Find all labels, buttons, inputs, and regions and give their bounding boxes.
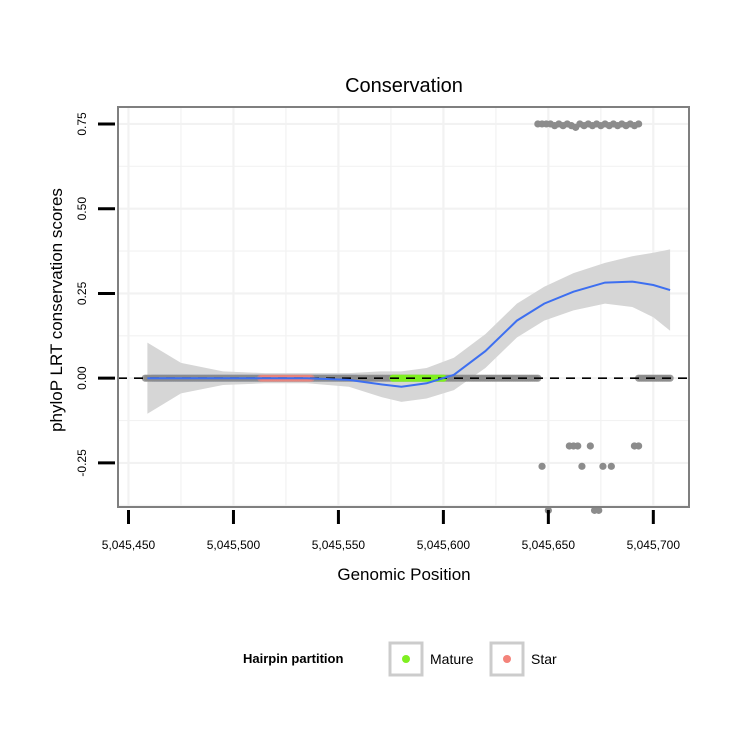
smooth-line-layer [147, 280, 671, 388]
x-axis-title: Genomic Position [337, 565, 470, 584]
legend-label-star: Star [531, 651, 557, 667]
chart-title: Conservation [345, 75, 463, 97]
x-tick-label: 5,045,550 [312, 538, 366, 552]
score-point [595, 506, 603, 514]
legend-dot-star [503, 655, 511, 663]
score-point [635, 120, 643, 128]
x-axis: 5,045,450 5,045,500 5,045,550 5,045,600 5,04… [102, 510, 681, 552]
confidence-ribbon [147, 249, 671, 414]
legend-dot-mature [402, 655, 410, 663]
x-tick-label: 5,045,500 [207, 538, 261, 552]
y-tick-label: -0.25 [75, 449, 89, 477]
plot-panel [117, 106, 690, 514]
legend-item-star: Star [489, 641, 557, 677]
panel-border [117, 106, 690, 508]
y-tick-label: 0.50 [75, 197, 89, 221]
score-point [599, 462, 607, 470]
panel-background [118, 107, 689, 507]
score-point [574, 442, 582, 450]
x-tick-label: 5,045,650 [522, 538, 576, 552]
legend-label-mature: Mature [430, 651, 474, 667]
legend: Hairpin partition Mature Star [243, 641, 557, 677]
y-tick-label: 0.00 [75, 366, 89, 390]
score-point [635, 442, 643, 450]
y-axis: -0.25 0.00 0.25 0.50 0.75 [75, 112, 115, 477]
x-tick-label: 5,045,600 [417, 538, 471, 552]
x-tick-label: 5,045,700 [627, 538, 681, 552]
legend-item-mature: Mature [388, 641, 474, 677]
score-point [586, 442, 594, 450]
confidence-ribbon-layer [147, 249, 671, 414]
y-tick-label: 0.25 [75, 281, 89, 305]
y-axis-title: phyloP LRT conservation scores [47, 188, 66, 432]
score-point [578, 462, 586, 470]
x-tick-label: 5,045,450 [102, 538, 156, 552]
legend-title: Hairpin partition [243, 651, 343, 666]
score-point [607, 462, 615, 470]
score-point [538, 462, 546, 470]
smooth-trend-line [147, 280, 671, 388]
y-tick-label: 0.75 [75, 112, 89, 136]
